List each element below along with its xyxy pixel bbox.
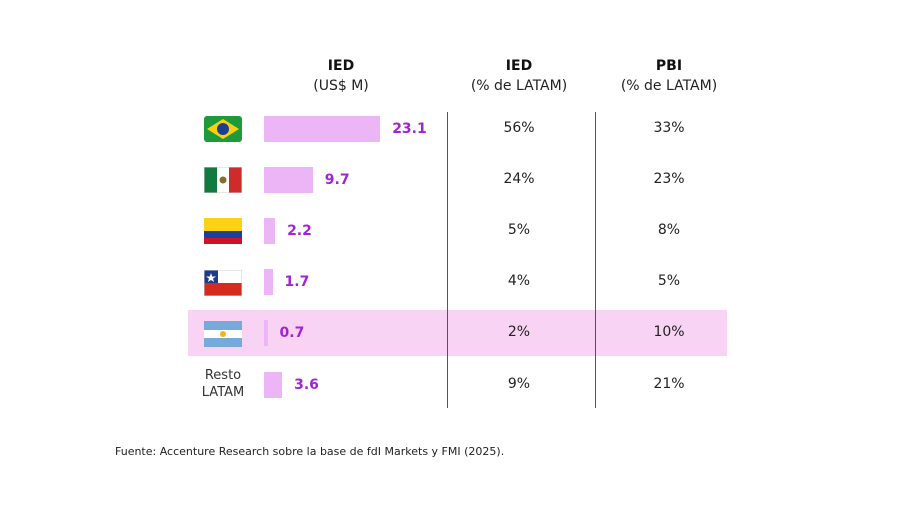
table-cell: 2%: [507, 324, 531, 341]
divider: [447, 112, 448, 408]
value-label: 2.2: [287, 223, 312, 240]
bar: [264, 218, 276, 245]
value-label: 1.7: [284, 274, 310, 291]
table-cell: 8%: [657, 222, 681, 239]
table-cell: 10%: [653, 324, 685, 341]
divider: [595, 112, 596, 408]
bar: [264, 320, 268, 347]
flag-chile: [204, 270, 242, 296]
table-cell: 33%: [653, 120, 685, 136]
table-cell: 23%: [653, 171, 685, 188]
value-label: 0.7: [279, 325, 305, 342]
table-cell: 5%: [507, 222, 531, 239]
value-label: 23.1: [392, 121, 427, 137]
value-label: 3.6: [294, 376, 319, 393]
source-note: Fuente: Accenture Research sobre la base…: [115, 445, 505, 458]
column-title: IED: [505, 58, 533, 74]
bar: [264, 269, 273, 296]
table-cell: 4%: [507, 273, 531, 290]
table-cell: 5%: [657, 273, 681, 290]
bar: [264, 167, 313, 194]
highlight-row: [188, 310, 727, 357]
flag-colombia: [204, 218, 242, 244]
column-subtitle: (% de LATAM): [470, 78, 568, 94]
table-cell: 21%: [653, 375, 685, 392]
bar: [264, 116, 381, 142]
category-label: Resto LATAM: [201, 367, 245, 400]
table-cell: 56%: [503, 120, 535, 136]
flag-argentina: [204, 321, 242, 347]
bar: [264, 371, 283, 398]
column-subtitle: (US$ M): [313, 78, 369, 94]
flag-brazil: [204, 116, 242, 142]
table-cell: 24%: [503, 171, 535, 188]
value-label: 9.7: [324, 172, 350, 189]
table-cell: 9%: [507, 375, 531, 392]
column-title: PBI: [655, 58, 683, 74]
column-subtitle: (% de LATAM): [620, 78, 718, 94]
flag-mexico: [204, 167, 242, 193]
column-title: IED: [327, 58, 355, 74]
